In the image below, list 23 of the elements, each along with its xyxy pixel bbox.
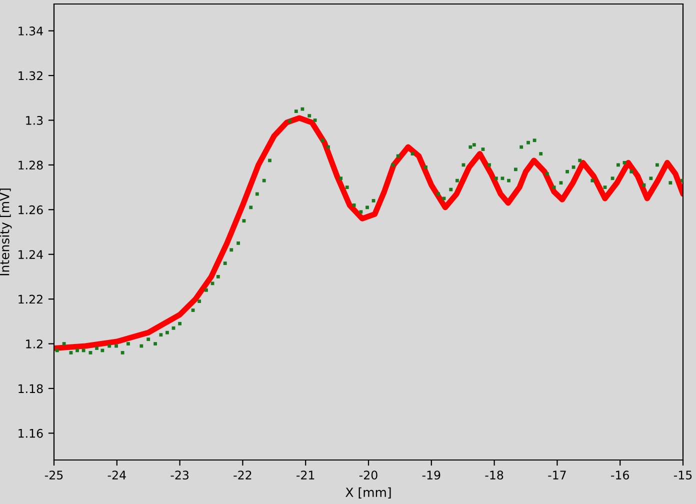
x-tick-label: -18 — [485, 470, 504, 480]
y-tick-label: 1.32 — [18, 71, 42, 80]
y-tick-label: 1.28 — [18, 160, 43, 170]
y-axis-title: Intensity [mV] — [0, 188, 12, 276]
y-tick-label: 1.2 — [26, 339, 42, 348]
x-tick-label: -20 — [359, 470, 378, 480]
x-tick-label: -24 — [108, 470, 126, 480]
y-tick-label: 1.18 — [18, 384, 43, 394]
y-tick-label: 1.24 — [18, 250, 43, 259]
y-tick-label: 1.34 — [18, 26, 43, 36]
x-tick-label: -21 — [296, 470, 314, 480]
x-tick-label: -19 — [422, 470, 440, 480]
x-tick-label: -22 — [234, 470, 252, 480]
y-tick-label: 1.3 — [26, 116, 43, 125]
x-axis-title: X [mm] — [346, 487, 391, 499]
x-tick-label: -15 — [674, 470, 692, 480]
x-tick-label: -17 — [548, 470, 566, 480]
x-tick-label: -23 — [170, 470, 188, 480]
y-tick-label: 1.22 — [18, 294, 42, 304]
y-tick-label: 1.16 — [18, 428, 43, 438]
y-tick-label: 1.26 — [18, 205, 43, 214]
x-tick-label: -25 — [44, 470, 63, 480]
x-tick-label: -16 — [611, 470, 629, 480]
